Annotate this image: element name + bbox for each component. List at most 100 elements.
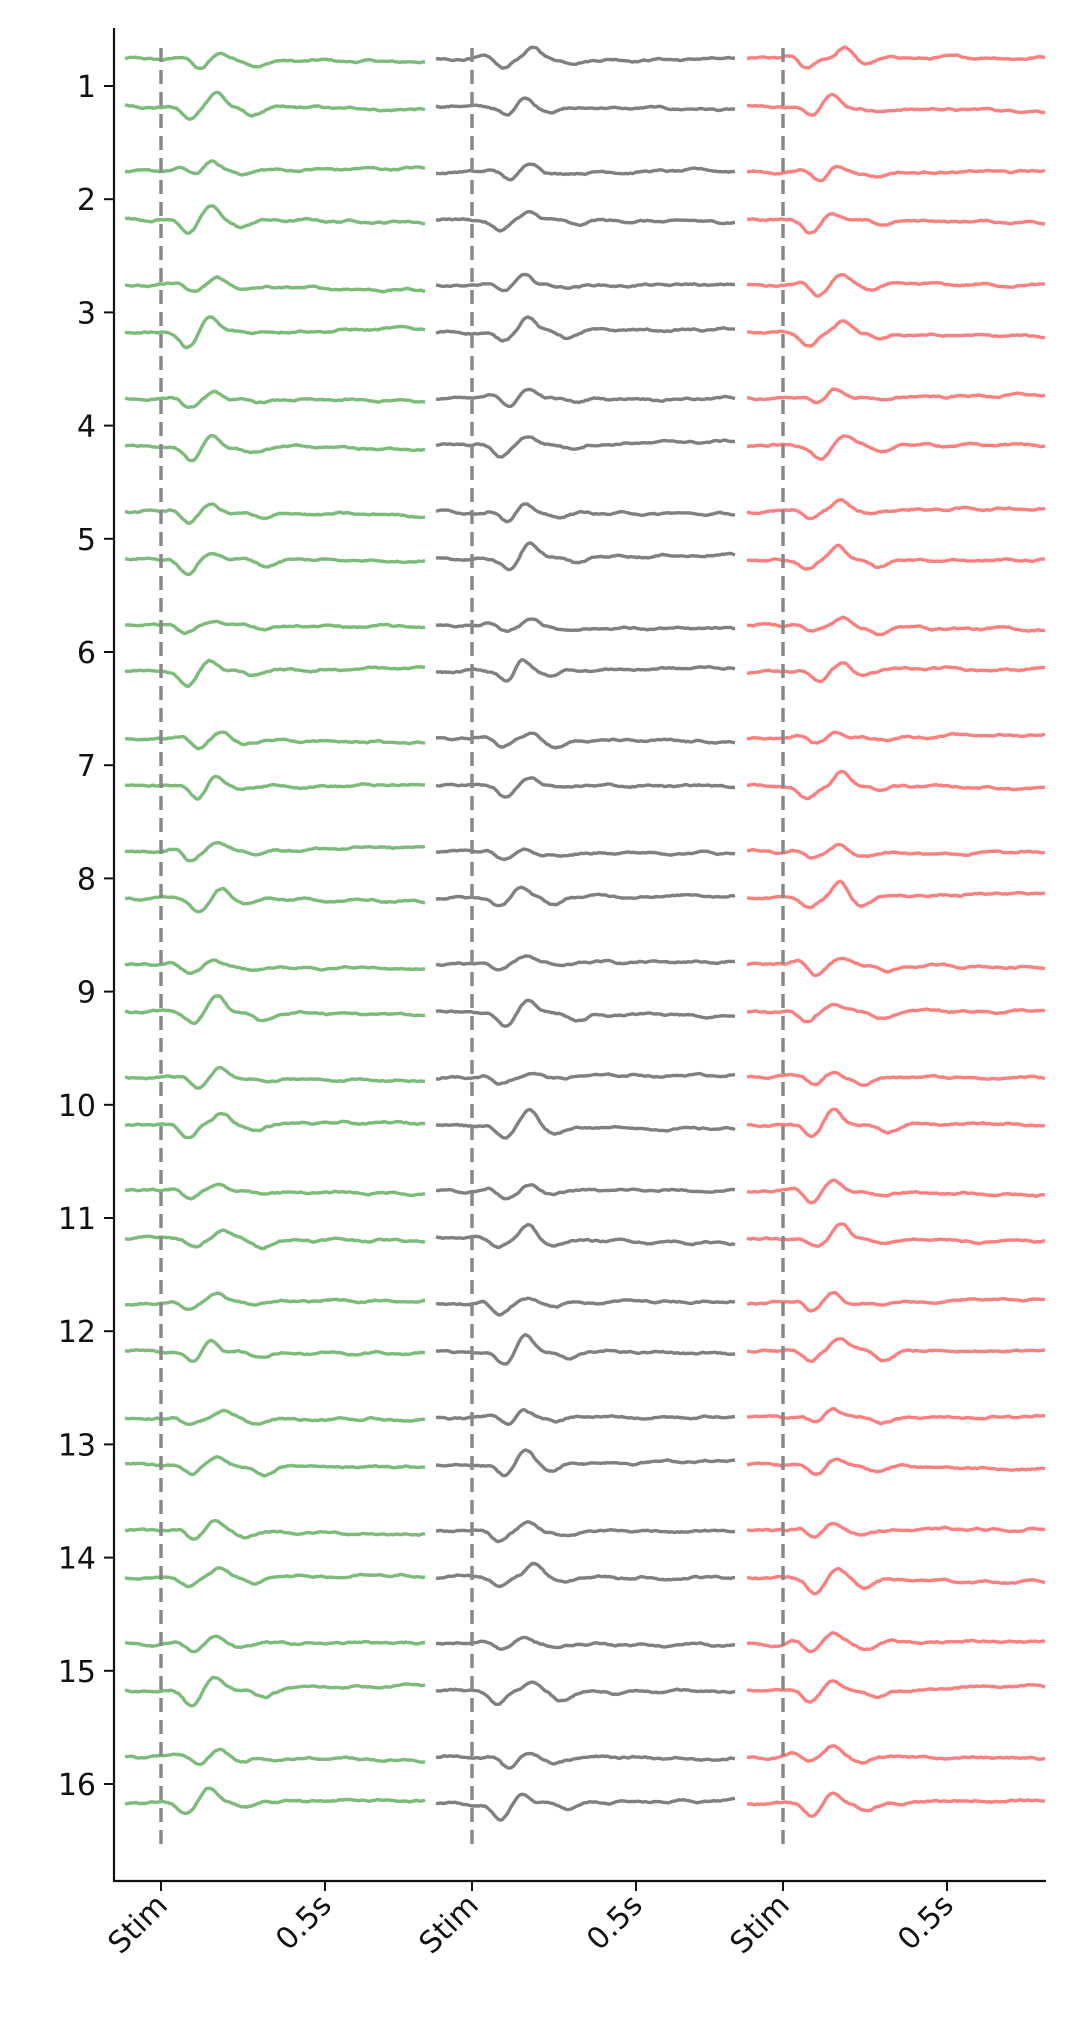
trace-row9-panel2-upper: [435, 954, 736, 972]
trace-row14-panel3-lower: [746, 1566, 1046, 1596]
trace-row10-panel3-upper: [746, 1070, 1046, 1087]
trace-row4-panel1-upper: [124, 389, 425, 410]
trace-row10-panel2-upper: [435, 1071, 736, 1086]
trace-row15-panel1-upper: [124, 1634, 426, 1654]
y-tick-label: 3: [77, 296, 96, 331]
trace-row13-panel3-lower: [746, 1457, 1046, 1477]
trace-row6-panel3-upper: [746, 615, 1046, 637]
y-tick-label: 7: [77, 749, 96, 784]
trace-row15-panel2-lower: [435, 1680, 735, 1707]
x-tick-label: 0.5s: [580, 1888, 650, 1958]
y-tick-label: 14: [58, 1542, 96, 1577]
stim-lines-layer: [159, 48, 785, 1846]
trace-row4-panel1-lower: [124, 433, 426, 463]
y-tick-label: 1: [77, 70, 96, 105]
trace-row7-panel1-lower: [124, 774, 426, 801]
trace-row8-panel1-upper: [124, 840, 426, 863]
y-tick-label: 13: [58, 1428, 96, 1463]
trace-row15-panel2-upper: [435, 1635, 736, 1651]
trace-row16-panel3-upper: [746, 1744, 1046, 1765]
x-tick-label: Stim: [102, 1888, 175, 1961]
trace-row11-panel1-lower: [125, 1228, 426, 1251]
trace-row5-panel1-upper: [124, 502, 426, 526]
trace-row10-panel3-lower: [746, 1107, 1046, 1139]
trace-row5-panel3-upper: [746, 498, 1046, 521]
traces-layer: [124, 45, 1046, 1822]
trace-row2-panel3-lower: [746, 211, 1046, 235]
trace-row5-panel3-lower: [746, 543, 1046, 571]
trace-row3-panel3-upper: [746, 273, 1046, 298]
trace-row13-panel3-upper: [746, 1406, 1046, 1426]
y-tick-label: 16: [58, 1768, 96, 1803]
trace-row8-panel2-lower: [435, 885, 736, 908]
trace-row14-panel3-upper: [746, 1521, 1045, 1539]
trace-row8-panel3-upper: [746, 842, 1046, 860]
trace-row2-panel1-upper: [125, 159, 426, 177]
trace-row16-panel1-upper: [124, 1747, 426, 1766]
y-tick-label: 11: [58, 1202, 96, 1237]
x-tick-label: Stim: [413, 1888, 486, 1961]
trace-row13-panel2-lower: [435, 1448, 736, 1478]
trace-row3-panel3-lower: [746, 319, 1046, 348]
trace-row6-panel1-upper: [124, 619, 426, 636]
trace-row7-panel3-upper: [746, 730, 1046, 745]
trace-row13-panel1-lower: [124, 1455, 426, 1478]
trace-row11-panel3-lower: [746, 1222, 1046, 1248]
x-tick-label: 0.5s: [891, 1888, 961, 1958]
trace-row3-panel1-upper: [124, 275, 426, 294]
trace-row15-panel3-lower: [746, 1679, 1046, 1704]
trace-row11-panel2-lower: [435, 1223, 736, 1250]
trace-row9-panel1-upper: [124, 958, 425, 976]
trace-row6-panel1-lower: [124, 658, 426, 688]
trace-row16-panel2-upper: [435, 1751, 736, 1770]
trace-row4-panel2-lower: [435, 435, 736, 459]
trace-row10-panel2-lower: [435, 1107, 736, 1140]
trace-row14-panel2-upper: [435, 1520, 736, 1544]
trace-row9-panel2-lower: [435, 998, 736, 1028]
trace-row16-panel2-lower: [435, 1792, 736, 1822]
trace-row11-panel1-upper: [124, 1182, 426, 1201]
trace-row14-panel1-lower: [124, 1566, 426, 1589]
trace-row6-panel3-lower: [746, 661, 1046, 684]
trace-row8-panel1-lower: [124, 886, 426, 914]
trace-row10-panel1-upper: [124, 1065, 426, 1090]
trace-row9-panel1-lower: [124, 994, 426, 1026]
y-tick-label: 2: [77, 183, 96, 218]
trace-row12-panel2-lower: [435, 1333, 736, 1366]
trace-row12-panel3-upper: [746, 1290, 1046, 1313]
y-tick-label: 4: [77, 410, 96, 445]
y-tick-label: 12: [58, 1315, 96, 1350]
trace-row16-panel1-lower: [124, 1786, 426, 1816]
trace-row5-panel1-lower: [124, 552, 426, 577]
trace-row12-panel2-upper: [435, 1296, 736, 1317]
trace-row11-panel2-upper: [435, 1183, 736, 1201]
axes-layer: [112, 28, 1046, 1883]
x-tick-label: 0.5s: [269, 1888, 339, 1958]
trace-row12-panel1-upper: [124, 1291, 425, 1311]
trace-row5-panel2-lower: [435, 541, 736, 572]
trace-row9-panel3-upper: [746, 956, 1046, 978]
trace-row1-panel3-upper: [746, 45, 1046, 70]
trace-row1-panel2-upper: [435, 45, 736, 70]
trace-row7-panel3-lower: [746, 770, 1046, 801]
trace-row15-panel3-upper: [746, 1631, 1046, 1654]
y-tick-label: 5: [77, 523, 96, 558]
trace-row4-panel3-upper: [746, 387, 1046, 405]
trace-row7-panel2-lower: [435, 776, 736, 799]
trace-row14-panel2-lower: [435, 1561, 736, 1589]
trace-row14-panel1-upper: [124, 1518, 426, 1541]
trace-row2-panel1-lower: [124, 204, 426, 235]
y-tick-label: 8: [77, 862, 96, 897]
trace-row4-panel3-lower: [746, 434, 1046, 461]
trace-row3-panel2-upper: [435, 272, 736, 293]
x-ticks: Stim 0.5s Stim 0.5s Stim 0.5s: [102, 1881, 961, 1961]
trace-row1-panel3-lower: [746, 92, 1045, 117]
trace-row1-panel1-upper: [124, 51, 426, 70]
trace-row1-panel1-lower: [124, 90, 426, 121]
trace-row16-panel3-lower: [746, 1791, 1046, 1818]
x-tick-label: Stim: [724, 1888, 797, 1961]
y-tick-label: 15: [58, 1655, 96, 1690]
trace-row3-panel1-lower: [124, 315, 426, 350]
trace-row2-panel3-upper: [746, 164, 1046, 183]
